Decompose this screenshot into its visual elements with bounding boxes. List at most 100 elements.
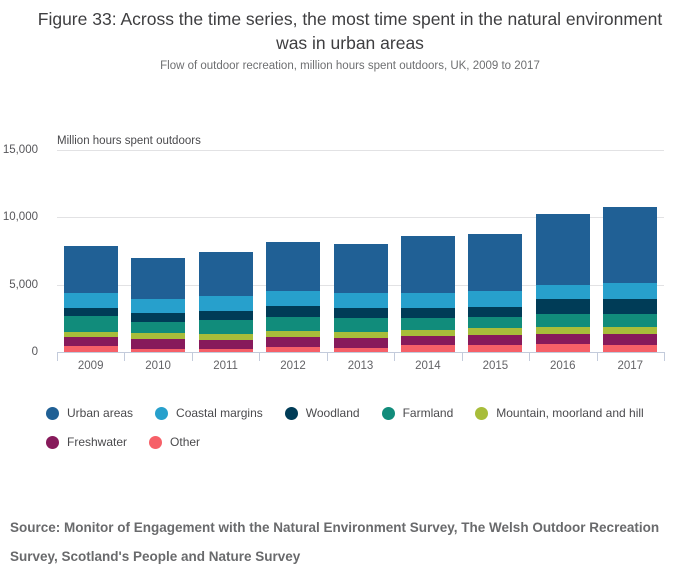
legend-swatch-woodland <box>284 406 298 420</box>
legend-label: Farmland <box>402 406 454 420</box>
bar-segment-woodland <box>63 307 118 317</box>
bar-segment-farmland <box>603 313 658 328</box>
bar-segment-freshwater <box>131 339 186 349</box>
x-axis-label-2016: 2016 <box>549 360 576 372</box>
bar-2012 <box>266 242 321 352</box>
legend-item-other: Other <box>149 435 200 449</box>
bar-segment-farmland <box>400 318 455 330</box>
y-axis-title: Million hours spent outdoors <box>57 135 201 147</box>
y-tick-label: 5,000 <box>9 278 38 291</box>
source-note: Source: Monitor of Engagement with the N… <box>10 520 660 564</box>
bar-segment-woodland <box>603 298 658 314</box>
x-axis-label-2014: 2014 <box>415 360 441 372</box>
bar-segment-freshwater <box>198 339 253 350</box>
bar-segment-urban-areas <box>63 246 118 293</box>
bar-segment-coastal-margins <box>400 292 455 308</box>
bar-segment-urban-areas <box>400 235 455 293</box>
bar-segment-urban-areas <box>198 251 253 297</box>
bar-2016 <box>535 214 590 352</box>
bar-segment-farmland <box>535 314 590 328</box>
bar-segment-mountain-moorland-and-hill <box>535 327 590 334</box>
gridline-10000 <box>57 217 664 219</box>
bar-2010 <box>131 257 186 352</box>
bar-segment-freshwater <box>333 337 388 348</box>
legend-swatch-farmland <box>381 406 395 420</box>
legend-item-urban-areas: Urban areas <box>46 406 133 420</box>
x-axis-label-2010: 2010 <box>145 360 171 372</box>
x-axis-tick <box>461 353 463 361</box>
y-tick-label: 15,000 <box>2 144 38 157</box>
x-axis-label-2015: 2015 <box>482 360 509 372</box>
bar-segment-coastal-margins <box>131 298 186 313</box>
bar-segment-coastal-margins <box>333 293 388 308</box>
bar-segment-freshwater <box>63 337 118 346</box>
bar-segment-mountain-moorland-and-hill <box>63 331 118 338</box>
x-axis-tick <box>191 353 193 361</box>
x-axis-tick <box>529 353 531 361</box>
bar-segment-woodland <box>468 306 523 318</box>
x-axis-tick <box>664 353 665 361</box>
bar-segment-farmland <box>198 320 253 334</box>
bar-segment-urban-areas <box>535 214 590 286</box>
bar-2017 <box>603 206 658 352</box>
bar-segment-other <box>131 348 186 352</box>
legend-label: Urban areas <box>67 406 134 420</box>
legend-label: Freshwater <box>67 435 128 449</box>
bar-segment-farmland <box>333 318 388 332</box>
bar-segment-farmland <box>266 316 321 332</box>
legend-item-coastal-margins: Coastal margins <box>155 406 263 420</box>
bar-segment-woodland <box>266 306 321 317</box>
legend-swatch-coastal-margins <box>155 406 169 420</box>
bar-segment-mountain-moorland-and-hill <box>333 331 388 338</box>
bar-segment-urban-areas <box>266 242 321 292</box>
gridline-15000 <box>57 150 664 152</box>
legend-swatch-urban-areas <box>46 406 59 420</box>
legend-label: Woodland <box>305 406 360 420</box>
bar-segment-woodland <box>535 299 590 315</box>
bar-segment-other <box>535 343 590 352</box>
bar-segment-freshwater <box>468 335 523 345</box>
y-tick-label: 10,000 <box>2 211 38 224</box>
bar-segment-mountain-moorland-and-hill <box>603 327 658 335</box>
bar-segment-freshwater <box>535 333 590 344</box>
legend-swatch-other <box>149 435 163 449</box>
x-axis-tick <box>596 353 598 361</box>
x-axis-tick <box>124 353 126 361</box>
x-axis-label-2012: 2012 <box>280 360 306 372</box>
x-axis-tick <box>259 353 261 361</box>
bar-segment-coastal-margins <box>535 285 590 300</box>
bar-segment-mountain-moorland-and-hill <box>131 333 186 340</box>
bar-segment-coastal-margins <box>198 296 253 311</box>
bar-2015 <box>468 233 523 352</box>
legend-label: Coastal margins <box>176 406 263 420</box>
legend-item-freshwater: Freshwater <box>46 435 127 449</box>
bar-segment-other <box>603 345 658 352</box>
legend-item-farmland: Farmland <box>381 406 454 420</box>
bar-segment-other <box>468 344 523 352</box>
bar-segment-urban-areas <box>468 233 523 291</box>
figure-subtitle: Flow of outdoor recreation, million hour… <box>160 60 540 72</box>
x-axis-line <box>57 352 665 353</box>
bar-segment-coastal-margins <box>468 290 523 307</box>
x-axis-label-2009: 2009 <box>77 360 104 372</box>
bar-segment-farmland <box>131 321 186 334</box>
bar-segment-woodland <box>333 307 388 319</box>
x-axis-label-2017: 2017 <box>617 360 644 372</box>
bar-segment-freshwater <box>400 335 455 346</box>
bar-segment-other <box>198 349 253 352</box>
bar-2013 <box>333 243 388 352</box>
bar-2014 <box>400 235 455 352</box>
bar-segment-urban-areas <box>333 243 388 294</box>
bar-segment-farmland <box>63 316 118 332</box>
bar-segment-mountain-moorland-and-hill <box>468 328 523 336</box>
bar-segment-woodland <box>400 307 455 319</box>
bar-2009 <box>63 246 118 352</box>
bar-segment-other <box>400 345 455 352</box>
bar-segment-urban-areas <box>131 257 186 299</box>
bar-segment-woodland <box>131 312 186 322</box>
bar-segment-coastal-margins <box>266 291 321 307</box>
legend-swatch-mountain-moorland-and-hill <box>475 406 489 420</box>
legend-item-mountain-moorland-and-hill: Mountain, moorland and hill <box>475 406 644 420</box>
bar-segment-other <box>333 347 388 352</box>
